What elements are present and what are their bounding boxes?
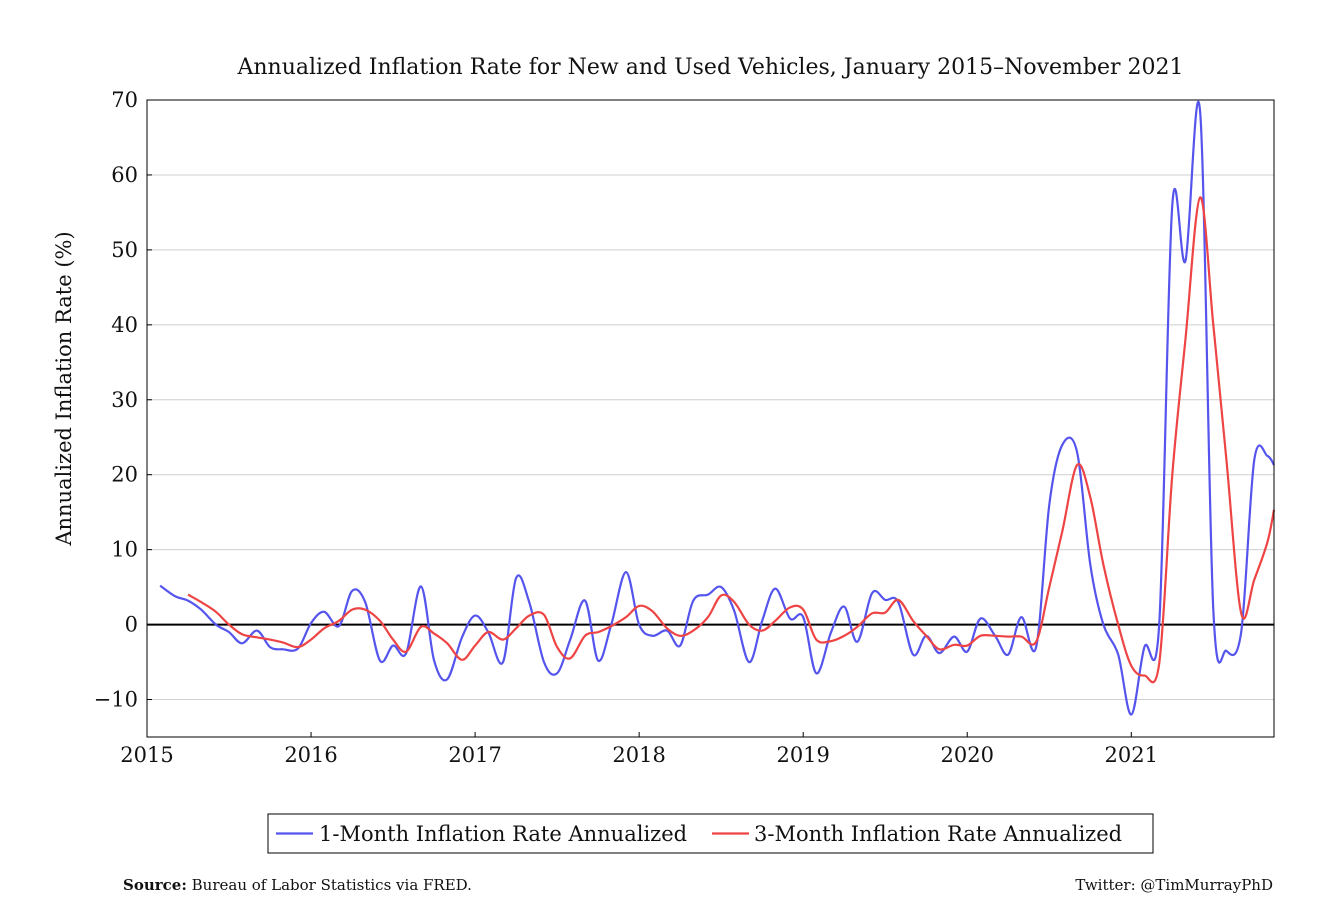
plot-frame (146, 99, 1275, 738)
x-tick-label: 2015 (120, 743, 173, 767)
source-label: Source: (123, 876, 187, 894)
source-note: Source: Bureau of Labor Statistics via F… (123, 876, 472, 894)
y-tick-label: 10 (111, 538, 138, 562)
grid-lines (147, 99, 1274, 701)
twitter-handle: Twitter: @TimMurrayPhD (1075, 876, 1273, 894)
x-tick-label: 2017 (448, 743, 501, 767)
x-tick-label: 2019 (776, 743, 829, 767)
y-tick-label: 30 (111, 388, 138, 412)
chart-title: Annualized Inflation Rate for New and Us… (237, 55, 1184, 80)
y-tick-label: −10 (94, 688, 138, 712)
y-tick-label: 0 (125, 613, 138, 637)
y-tick-label: 40 (111, 313, 138, 337)
y-tick-label: 70 (111, 88, 138, 112)
y-tick-label: 20 (111, 463, 138, 487)
series-layer (159, 100, 1276, 716)
legend-box (267, 813, 1154, 854)
axis-ticks: 70 60 50 40 30 20 10 0 −10 2015 2016 2017 2018 2019 20… (94, 88, 1158, 767)
series-line-3-month (187, 196, 1276, 684)
legend-label-3-month: 3-Month Inflation Rate Annualized (754, 822, 1122, 846)
x-tick-label: 2018 (612, 743, 665, 767)
source-text: Bureau of Labor Statistics via FRED. (191, 876, 472, 894)
y-axis-label: Annualized Inflation Rate (%) (52, 231, 76, 546)
x-tick-label: 2021 (1105, 743, 1158, 767)
y-tick-label: 50 (111, 238, 138, 262)
x-tick-label: 2020 (941, 743, 994, 767)
y-tick-label: 60 (111, 163, 138, 187)
x-tick-label: 2016 (284, 743, 337, 767)
legend-label-1-month: 1-Month Inflation Rate Annualized (319, 822, 687, 846)
legend: 1-Month Inflation Rate Annualized 3-Mont… (267, 813, 1154, 854)
series-line-1-month (159, 100, 1275, 716)
